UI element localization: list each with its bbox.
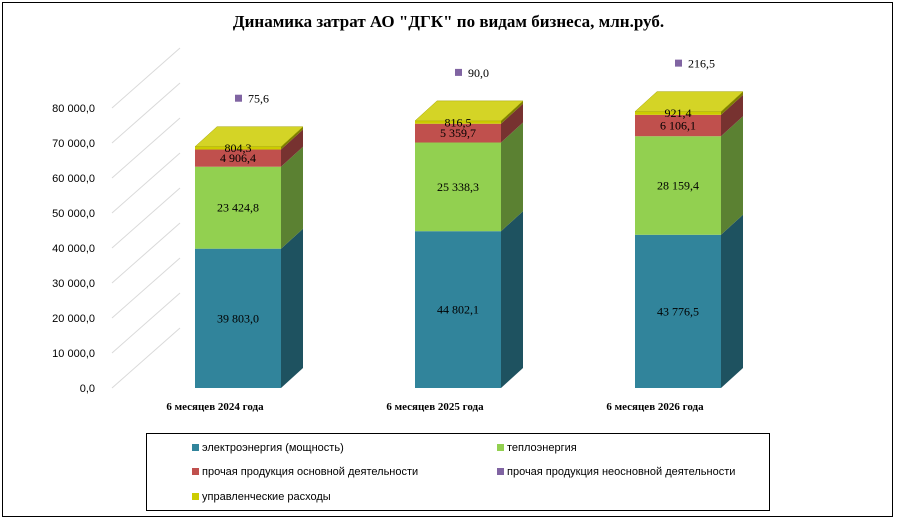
bar-управленческие-расходы-front — [635, 111, 721, 115]
y-tick-label: 20 000,0 — [52, 313, 95, 325]
bar-прочая-продукция-основной-деятельности-front — [415, 123, 501, 143]
legend-swatch — [497, 468, 504, 475]
marker-point — [455, 68, 462, 76]
legend-item: прочая продукция основной деятельности — [192, 466, 418, 478]
y-tick-label: 70 000,0 — [52, 138, 95, 150]
data-label: 43 776,5 — [657, 304, 699, 318]
legend-swatch — [497, 444, 504, 451]
bar-side — [281, 146, 303, 249]
bar-электроэнергия-(мощность)-front — [415, 231, 501, 388]
bar-управленческие-расходы-front — [195, 146, 281, 150]
y-tick-label: 30 000,0 — [52, 278, 95, 290]
y-tick-label: 60 000,0 — [52, 173, 95, 185]
data-label: 4 906,4 — [220, 151, 256, 165]
bar-top — [414, 100, 524, 122]
bar-side — [501, 103, 523, 143]
y-tick-label: 0,0 — [80, 383, 95, 395]
x-tick-label: 6 месяцев 2025 года — [386, 401, 484, 413]
bar-прочая-продукция-основной-деятельности-front — [635, 114, 721, 137]
x-tick-label: 6 месяцев 2026 года — [606, 401, 704, 413]
y-tick-label: 50 000,0 — [52, 208, 95, 220]
legend-item: управленческие расходы — [192, 491, 331, 503]
legend-label: теплоэнергия — [507, 442, 577, 454]
bar-side — [721, 94, 743, 137]
gridline — [111, 327, 181, 389]
gridline — [111, 47, 181, 109]
legend-label: управленческие расходы — [202, 491, 331, 503]
data-label: 39 803,0 — [217, 311, 259, 325]
bar-электроэнергия-(мощность)-front — [195, 248, 281, 388]
bar-side — [721, 214, 743, 388]
data-label: 90,0 — [468, 66, 489, 80]
data-label: 804,3 — [225, 141, 252, 155]
legend-item: прочая продукция неосновной деятельности — [497, 466, 735, 478]
legend-item: электроэнергия (мощность) — [192, 442, 344, 454]
bar-side — [501, 122, 523, 232]
gridline — [111, 257, 181, 319]
chart-legend: электроэнергия (мощность) теплоэнергия про… — [146, 433, 770, 511]
legend-swatch — [192, 444, 199, 451]
bar-top — [634, 91, 744, 112]
x-tick-label: 6 месяцев 2024 года — [166, 401, 264, 413]
marker-point — [235, 94, 242, 102]
data-label: 5 359,7 — [440, 126, 476, 140]
legend-label: электроэнергия (мощность) — [202, 442, 344, 454]
data-label: 25 338,3 — [437, 180, 479, 194]
legend-swatch — [192, 493, 199, 500]
bar-управленческие-расходы-front — [415, 120, 501, 124]
bar-side — [501, 211, 523, 388]
gridline — [111, 152, 181, 214]
bar-side — [281, 126, 303, 150]
bar-теплоэнергия-front — [195, 166, 281, 249]
marker-point — [675, 59, 682, 67]
chart-title: Динамика затрат АО "ДГК" по видам бизнес… — [232, 12, 665, 31]
data-label: 44 802,1 — [437, 303, 479, 317]
bar-side — [721, 91, 743, 115]
data-label: 216,5 — [688, 57, 715, 71]
legend-item: теплоэнергия — [497, 442, 577, 454]
bar-теплоэнергия-front — [415, 142, 501, 232]
y-tick-label: 80 000,0 — [52, 103, 95, 115]
bar-теплоэнергия-front — [635, 136, 721, 235]
bar-электроэнергия-(мощность)-front — [635, 234, 721, 388]
data-label: 6 106,1 — [660, 119, 696, 133]
data-label: 816,5 — [445, 115, 472, 129]
legend-label: прочая продукция неосновной деятельности — [507, 466, 736, 478]
data-label: 921,4 — [665, 106, 692, 120]
gridline — [111, 117, 181, 179]
data-label: 23 424,8 — [217, 201, 259, 215]
gridline — [111, 187, 181, 249]
data-label: 28 159,4 — [657, 179, 699, 193]
bar-side — [281, 228, 303, 388]
bar-side — [501, 100, 523, 124]
gridline — [111, 82, 181, 144]
bar-side — [281, 129, 303, 167]
bar-side — [721, 116, 743, 235]
legend-label: прочая продукция основной деятельности — [202, 466, 419, 478]
bar-прочая-продукция-основной-деятельности-front — [195, 149, 281, 167]
y-tick-label: 10 000,0 — [52, 348, 95, 360]
bar-top — [194, 126, 304, 147]
gridline — [111, 222, 181, 284]
gridline — [111, 292, 181, 354]
data-label: 75,6 — [248, 92, 269, 106]
y-tick-label: 40 000,0 — [52, 243, 95, 255]
legend-swatch — [192, 468, 199, 475]
